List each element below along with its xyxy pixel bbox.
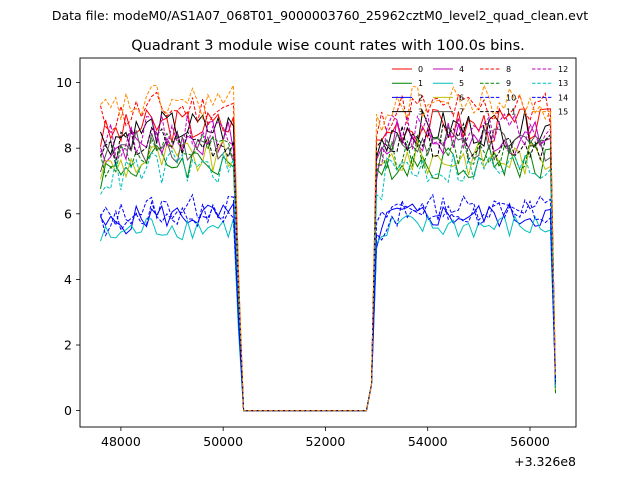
plot-frame (79, 57, 577, 428)
y-tick-label: 6 (64, 206, 72, 221)
series-line-2 (100, 201, 556, 412)
legend-label: 15 (558, 108, 568, 117)
series-line-14 (100, 199, 556, 412)
figure-suptitle: Data file: modeM0/AS1A07_068T01_90000037… (52, 8, 588, 23)
legend-label: 0 (418, 65, 423, 74)
legend-label: 2 (418, 93, 423, 102)
y-tick-label: 2 (64, 338, 72, 353)
legend-label: 1 (418, 79, 423, 88)
x-tick-label: 50000 (203, 434, 243, 449)
legend-label: 9 (506, 79, 511, 88)
series-line-5 (100, 214, 556, 412)
chart-title: Quadrant 3 module wise count rates with … (131, 38, 525, 54)
x-axis: 48000 50000 52000 54000 56000 (101, 427, 550, 449)
legend-label: 3 (418, 108, 423, 117)
legend-label: 10 (506, 93, 516, 102)
legend-label: 6 (459, 93, 464, 102)
series-line-10 (100, 193, 556, 412)
y-tick-label: 8 (64, 141, 72, 156)
series-line-8 (100, 91, 556, 412)
series-line-15 (100, 83, 556, 412)
legend-label: 7 (459, 108, 464, 117)
y-tick-label: 0 (64, 403, 72, 418)
y-tick-label: 4 (64, 272, 72, 287)
legend-label: 5 (459, 79, 464, 88)
series-line-13 (100, 149, 556, 412)
y-axis: 0 2 4 6 8 10 (56, 75, 80, 418)
legend-label: 11 (506, 108, 516, 117)
series-layer (100, 83, 556, 412)
x-offset-text: +3.326e8 (514, 454, 576, 469)
x-tick-label: 48000 (101, 434, 141, 449)
series-line-4 (100, 120, 556, 412)
series-line-12 (100, 113, 556, 412)
series-line-11 (100, 121, 556, 412)
x-tick-label: 56000 (510, 434, 550, 449)
legend-label: 4 (459, 65, 464, 74)
legend-label: 14 (558, 93, 568, 102)
x-tick-label: 54000 (408, 434, 448, 449)
legend-label: 13 (558, 79, 568, 88)
series-line-9 (100, 132, 556, 412)
legend-label: 12 (558, 65, 568, 74)
x-tick-label: 52000 (306, 434, 346, 449)
legend-label: 8 (506, 65, 511, 74)
series-line-1 (100, 143, 556, 412)
y-tick-label: 10 (56, 75, 72, 90)
